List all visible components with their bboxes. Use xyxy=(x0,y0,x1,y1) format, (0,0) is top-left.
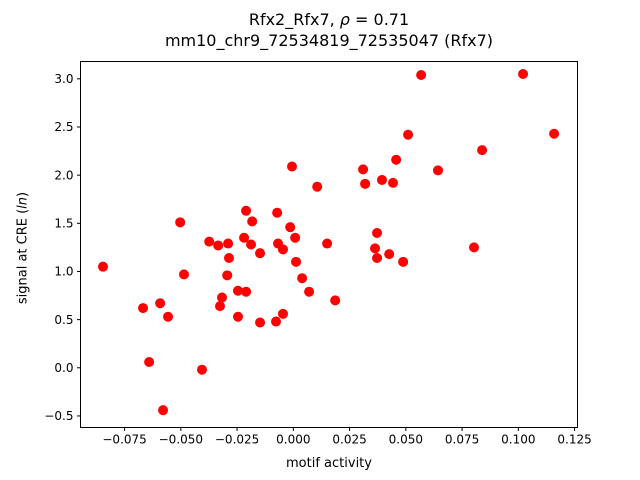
scatter-point xyxy=(144,357,155,368)
y-tick-label: 2.0 xyxy=(54,168,73,182)
scatter-point xyxy=(241,205,252,216)
scatter-point xyxy=(155,298,166,309)
x-tick-label: −0.050 xyxy=(159,433,203,447)
scatter-point xyxy=(372,227,383,238)
x-tick-label: −0.075 xyxy=(102,433,146,447)
axes-spines xyxy=(80,61,578,428)
scatter-point xyxy=(232,285,243,296)
scatter-point xyxy=(285,222,296,233)
y-tick-label: 0.0 xyxy=(54,361,73,375)
title-rho-symbol: ρ xyxy=(339,10,350,29)
scatter-point xyxy=(223,252,234,263)
scatter-point xyxy=(247,216,258,227)
scatter-point xyxy=(277,244,288,255)
scatter-point xyxy=(272,207,283,218)
x-tick-label: 0.000 xyxy=(276,433,310,447)
y-tick-label: 0.5 xyxy=(54,313,73,327)
scatter-point xyxy=(232,311,243,322)
scatter-point xyxy=(255,248,266,259)
scatter-point xyxy=(469,242,480,253)
scatter-point xyxy=(360,178,371,189)
scatter-point xyxy=(138,303,149,314)
x-axis-label: motif activity xyxy=(286,456,372,471)
scatter-point xyxy=(398,256,409,267)
scatter-point xyxy=(477,145,488,156)
chart-subtitle: mm10_chr9_72534819_72535047 (Rfx7) xyxy=(164,31,494,50)
scatter-point xyxy=(213,240,224,251)
scatter-point xyxy=(204,236,215,247)
title-text: Rfx2_Rfx7, xyxy=(248,10,340,29)
scatter-point xyxy=(241,286,252,297)
scatter-point xyxy=(297,273,308,284)
y-tick-label: −0.5 xyxy=(44,409,73,423)
scatter-point xyxy=(290,232,301,243)
scatter-point xyxy=(255,317,266,328)
scatter-point xyxy=(403,129,414,140)
scatter-point xyxy=(391,154,402,165)
x-tick-label: 0.075 xyxy=(445,433,479,447)
scatter-point xyxy=(372,252,383,263)
x-tick-label: 0.025 xyxy=(332,433,366,447)
scatter-point xyxy=(163,311,174,322)
chart-title: Rfx2_Rfx7, ρ = 0.71 mm10_chr9_72534819_7… xyxy=(80,9,578,51)
scatter-point xyxy=(217,292,228,303)
scatter-point xyxy=(196,364,207,375)
scatter-point xyxy=(518,69,529,80)
scatter-point xyxy=(175,217,186,228)
scatter-point xyxy=(304,286,315,297)
y-tick-label: 1.0 xyxy=(54,265,73,279)
scatter-point xyxy=(97,261,108,272)
scatter-point xyxy=(416,69,427,80)
x-tick-label: −0.025 xyxy=(215,433,259,447)
y-tick-label: 1.5 xyxy=(54,217,73,231)
scatter-point xyxy=(246,239,257,250)
scatter-point xyxy=(158,405,169,416)
x-tick-label: 0.125 xyxy=(557,433,591,447)
scatter-point xyxy=(549,128,560,139)
scatter-point xyxy=(312,181,323,192)
scatter-point xyxy=(384,249,395,260)
title-correlation-value: = 0.71 xyxy=(349,10,410,29)
scatter-point xyxy=(433,165,444,176)
scatter-point xyxy=(388,177,399,188)
y-tick-label: 2.5 xyxy=(54,120,73,134)
scatter-point xyxy=(277,308,288,319)
scatter-point xyxy=(214,301,225,312)
chart-title-line1: Rfx2_Rfx7, ρ = 0.71 xyxy=(80,9,578,30)
scatter-point xyxy=(286,161,297,172)
scatter-point xyxy=(370,243,381,254)
scatter-point xyxy=(376,174,387,185)
scatter-point xyxy=(358,164,369,175)
scatter-point xyxy=(271,316,282,327)
scatter-point xyxy=(239,232,250,243)
scatter-point xyxy=(222,270,233,281)
y-tick-label: 3.0 xyxy=(54,72,73,86)
scatter-point xyxy=(330,295,341,306)
scatter-point xyxy=(178,269,189,280)
x-tick-label: 0.050 xyxy=(389,433,423,447)
scatter-point xyxy=(291,256,302,267)
x-tick-label: 0.100 xyxy=(501,433,535,447)
scatter-point xyxy=(223,238,234,249)
scatter-point xyxy=(322,238,333,249)
